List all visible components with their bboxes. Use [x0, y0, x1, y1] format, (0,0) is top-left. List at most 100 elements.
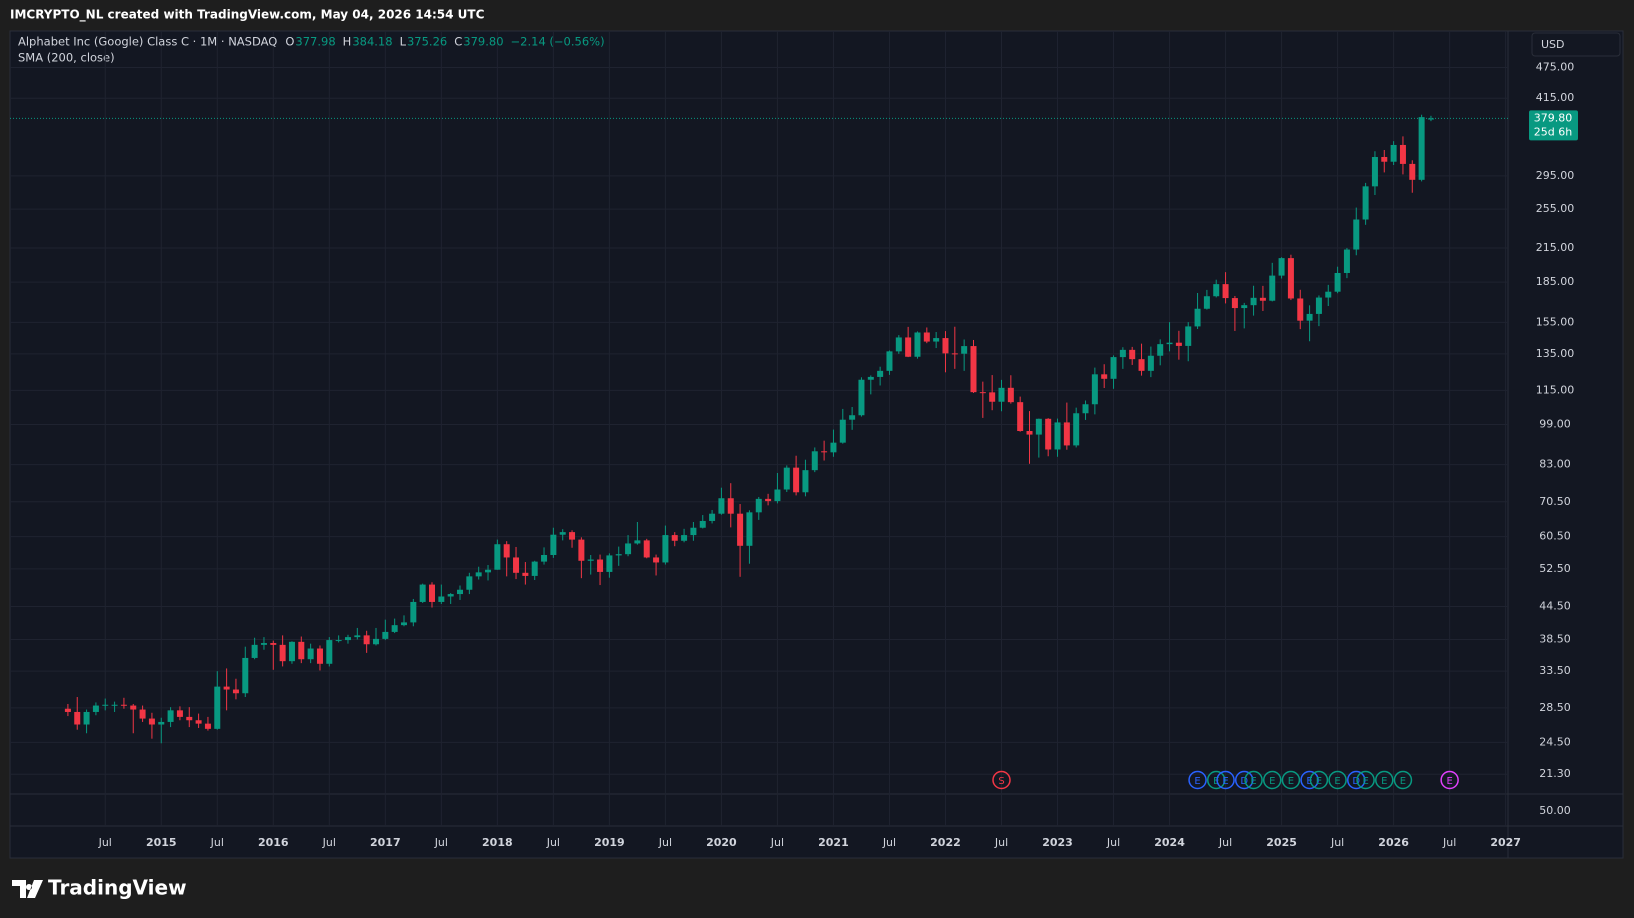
countdown: 25d 6h	[1534, 125, 1572, 138]
candle-body	[1325, 291, 1332, 298]
candle-body	[653, 557, 660, 563]
logo-icon	[12, 880, 43, 898]
candle-body	[1203, 296, 1210, 309]
currency: USD	[1541, 38, 1565, 51]
x-tick-label: Jul	[994, 836, 1008, 849]
legend-value: 379.80	[463, 35, 503, 49]
legend-value: 384.18	[352, 35, 392, 49]
candle-body	[727, 498, 734, 514]
y-tick-label: 155.00	[1536, 315, 1575, 328]
candle-body	[1007, 387, 1014, 403]
candle-body	[354, 635, 361, 638]
candle-body	[634, 540, 641, 544]
x-tick-label: Jul	[1218, 836, 1232, 849]
candle-body	[662, 535, 669, 563]
candle-body	[597, 559, 604, 572]
x-tick-label: Jul	[1442, 836, 1456, 849]
candle-body	[335, 640, 342, 642]
candle-body	[1119, 349, 1126, 358]
legend-title: Alphabet Inc (Google) Class C · 1M · NAS…	[18, 35, 277, 49]
x-tick-label: 2022	[930, 836, 961, 849]
last-price-label: 379.80	[1534, 111, 1573, 124]
y-tick-label: 28.50	[1539, 701, 1571, 714]
candle-body	[139, 709, 146, 719]
candle-body	[279, 644, 286, 662]
candle-body	[1222, 284, 1229, 299]
candle-body	[167, 710, 174, 722]
candle-body	[391, 625, 398, 632]
event-marker	[1328, 770, 1347, 790]
candle-body	[858, 379, 865, 416]
legend-key: C	[454, 35, 462, 49]
event-marker	[1356, 770, 1375, 790]
candle-body	[400, 622, 407, 626]
candle-body	[419, 584, 426, 602]
event-marker	[1347, 770, 1366, 790]
legend-key: L	[400, 35, 407, 49]
candle-body	[849, 415, 856, 420]
event-marker	[1309, 770, 1329, 790]
candle-body	[1306, 313, 1313, 321]
candle-body	[550, 534, 557, 555]
event-label: E	[1213, 776, 1219, 787]
event-label: E	[1269, 776, 1275, 787]
x-tick-label: 2021	[818, 836, 849, 849]
candle-body	[1259, 297, 1266, 301]
candle-body	[1026, 431, 1033, 435]
event-marker	[1393, 770, 1413, 790]
y-tick-label: 83.00	[1539, 458, 1571, 471]
candle-body	[1353, 219, 1360, 250]
y-tick-label: 21.30	[1539, 767, 1571, 780]
candle-body	[1194, 308, 1201, 327]
y-tick-label: 295.00	[1536, 169, 1575, 182]
event-label: E	[1222, 776, 1228, 787]
event-label: E	[1334, 776, 1340, 787]
candle-body	[447, 594, 454, 597]
event-label: E	[1362, 776, 1368, 787]
candle-body	[158, 721, 165, 725]
event-marker	[1188, 770, 1207, 790]
candle-body	[709, 513, 716, 521]
event-label: S	[998, 776, 1004, 787]
candle-body	[148, 718, 155, 725]
candle-body	[718, 498, 725, 514]
candle-body	[914, 332, 921, 357]
x-tick-label: Jul	[98, 836, 112, 849]
candle-body	[102, 704, 109, 706]
candle-body	[1185, 326, 1192, 346]
candle-body	[587, 559, 594, 561]
event-marker	[1281, 770, 1301, 790]
candle-body	[344, 637, 351, 641]
candle-body	[1129, 349, 1136, 360]
y-tick-label: 38.50	[1539, 632, 1571, 645]
logo-text: TradingView	[48, 876, 187, 900]
candle-body	[830, 442, 837, 453]
candle-body	[559, 532, 566, 535]
logo: TradingView	[12, 876, 187, 900]
y-tick-label: 215.00	[1536, 241, 1575, 254]
legend-value: 375.26	[407, 35, 447, 49]
event-label: E	[1316, 776, 1322, 787]
event-marker	[1375, 770, 1394, 790]
candle-body	[1035, 418, 1042, 435]
y-tick-label: 24.50	[1539, 735, 1571, 748]
candle-body	[671, 535, 678, 541]
candle-body	[1091, 374, 1098, 405]
candle-body	[905, 337, 912, 357]
candle-body	[699, 520, 706, 528]
event-label: E	[1306, 776, 1312, 787]
candle-body	[1278, 258, 1285, 276]
candle-body	[643, 540, 650, 558]
candle-body	[204, 723, 211, 729]
candle-body	[625, 543, 632, 555]
candle-body	[1287, 258, 1294, 299]
candle-body	[606, 555, 613, 572]
candle-body	[363, 635, 370, 645]
candle-body	[1147, 355, 1154, 371]
candle-body	[316, 648, 323, 664]
candle-body	[429, 584, 436, 602]
candle-body	[821, 451, 828, 453]
candle-body	[867, 376, 874, 380]
currency-box[interactable]	[1531, 32, 1621, 57]
